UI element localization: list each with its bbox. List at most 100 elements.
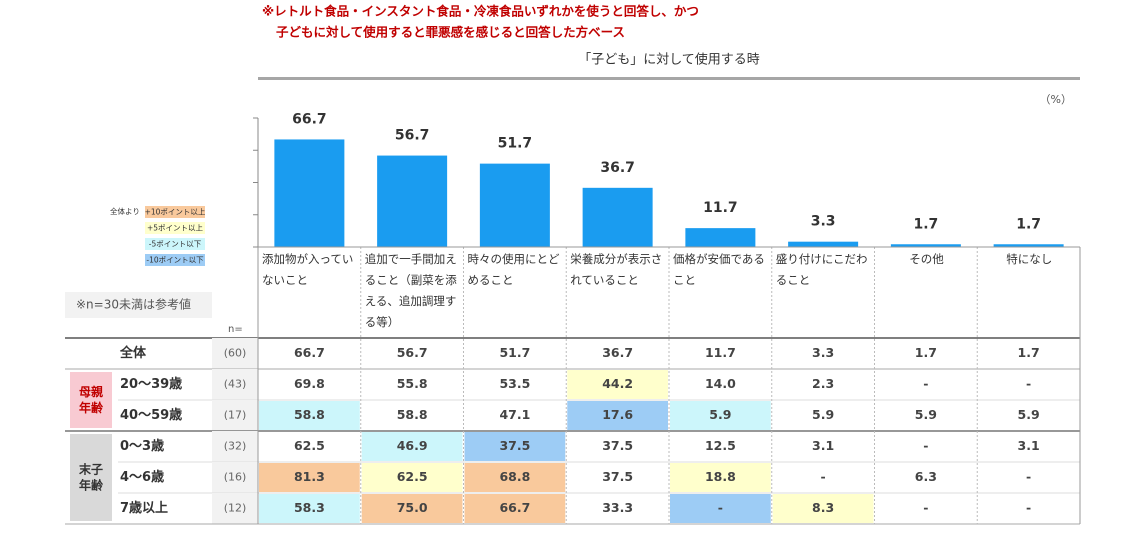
- value-label: 56.7: [395, 128, 430, 144]
- bar: [685, 228, 756, 247]
- table-cell: 69.8: [294, 376, 325, 391]
- value-label: 51.7: [498, 136, 533, 152]
- n-cell-bg: [212, 431, 258, 462]
- table-cell: -: [1026, 500, 1031, 515]
- bar: [479, 163, 550, 247]
- table-cell: 58.8: [397, 407, 428, 422]
- cell-highlight: [361, 432, 463, 461]
- bar: [377, 155, 448, 247]
- row-label: 20〜39歳: [120, 376, 182, 392]
- table-cell: 62.5: [397, 469, 428, 484]
- row-label: 0〜3歳: [120, 438, 164, 454]
- n-cell-bg: [212, 493, 258, 524]
- value-label: 1.7: [1016, 216, 1041, 232]
- table-cell: -: [821, 469, 826, 484]
- note: 子どもに対して使用すると罪悪感を感じると回答した方ベース: [276, 25, 625, 40]
- category-label: 特になし: [1006, 252, 1053, 266]
- n-cell: (60): [224, 347, 247, 360]
- chart-title: 「子ども」に対して使用する時: [578, 52, 760, 68]
- value-label: 3.3: [811, 214, 836, 230]
- value-label: 36.7: [600, 160, 635, 176]
- cell-highlight: [567, 370, 668, 399]
- cell-highlight: [361, 494, 463, 523]
- table-cell: 55.8: [397, 376, 428, 391]
- table-cell: 56.7: [397, 345, 428, 360]
- category-label: 追加で一手間加えること（副菜を添える、追加調理する等）: [364, 252, 457, 329]
- n-cell-bg: [212, 462, 258, 493]
- group-box: [70, 434, 112, 521]
- legend-title: 全体より: [110, 206, 140, 216]
- value-label: 66.7: [292, 111, 327, 127]
- bar: [788, 241, 859, 247]
- n-cell: (12): [224, 502, 247, 515]
- table-cell: 37.5: [602, 469, 633, 484]
- table-cell: 58.3: [294, 500, 325, 515]
- cell-highlight: [464, 494, 566, 523]
- table-cell: -: [923, 438, 928, 453]
- row-label: 40〜59歳: [120, 407, 182, 423]
- cell-highlight: [567, 401, 668, 430]
- cell-highlight: [670, 463, 771, 492]
- table-cell: 46.9: [397, 438, 428, 453]
- table-cell: 47.1: [499, 407, 530, 422]
- table-cell: 5.9: [1018, 407, 1040, 422]
- n-cell: (16): [224, 471, 247, 484]
- n-cell: (43): [224, 378, 247, 391]
- table-cell: 8.3: [812, 500, 834, 515]
- table-cell: 33.3: [602, 500, 633, 515]
- table-cell: 53.5: [499, 376, 530, 391]
- bar: [890, 244, 961, 247]
- category-label: 添加物が入っていないこと: [262, 252, 354, 287]
- table-cell: 1.7: [1018, 345, 1040, 360]
- row-label: 全体: [119, 345, 147, 361]
- table-cell: 12.5: [705, 438, 736, 453]
- n-cell-bg: [212, 369, 258, 400]
- cell-highlight: [464, 432, 566, 461]
- table-cell: 66.7: [294, 345, 325, 360]
- n-header: n=: [228, 324, 243, 335]
- table-cell: 51.7: [499, 345, 530, 360]
- title-rule: [258, 77, 1080, 80]
- table-cell: 14.0: [705, 376, 736, 391]
- table-cell: -: [923, 500, 928, 515]
- table-cell: 75.0: [397, 500, 428, 515]
- table-cell: 6.3: [915, 469, 937, 484]
- cell-highlight: [670, 494, 771, 523]
- cell-highlight: [670, 401, 771, 430]
- category-label: 盛り付けにこだわること: [775, 252, 868, 287]
- legend-label: +10ポイント以上: [145, 208, 206, 217]
- bar: [274, 139, 345, 247]
- cell-highlight: [259, 463, 360, 492]
- cell-highlight: [464, 463, 566, 492]
- table-cell: 36.7: [602, 345, 633, 360]
- category-label: その他: [909, 252, 944, 266]
- table-cell: 68.8: [499, 469, 530, 484]
- table-cell: 58.8: [294, 407, 325, 422]
- n-cell: (32): [224, 440, 247, 453]
- table-cell: 3.1: [1018, 438, 1040, 453]
- table-cell: 3.1: [812, 438, 834, 453]
- table-cell: 62.5: [294, 438, 325, 453]
- table-cell: 17.6: [602, 407, 633, 422]
- unit-label: （%）: [1040, 93, 1072, 106]
- table-cell: 2.3: [812, 376, 834, 391]
- table-cell: 3.3: [812, 345, 834, 360]
- row-label: 4〜6歳: [120, 469, 164, 485]
- note-box: [65, 292, 212, 318]
- n-cell-bg: [212, 400, 258, 431]
- table-cell: 5.9: [812, 407, 834, 422]
- table-cell: 18.8: [705, 469, 736, 484]
- n-cell-bg: [212, 338, 258, 369]
- table-cell: 11.7: [705, 345, 736, 360]
- table-cell: 5.9: [915, 407, 937, 422]
- table-cell: 1.7: [915, 345, 937, 360]
- cell-highlight: [772, 494, 874, 523]
- bar: [993, 244, 1064, 247]
- table-cell: -: [923, 376, 928, 391]
- category-label: 栄養成分が表示されていること: [570, 252, 663, 287]
- table-cell: 5.9: [709, 407, 731, 422]
- legend-label: -5ポイント以下: [149, 240, 202, 249]
- note: ※レトルト食品・インスタント食品・冷凍食品いずれかを使うと回答し、かつ: [262, 4, 699, 19]
